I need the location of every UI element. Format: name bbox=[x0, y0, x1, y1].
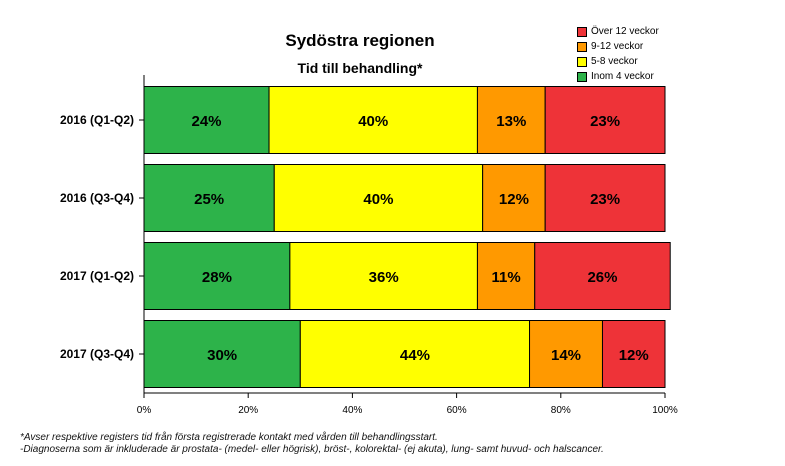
bar-segment bbox=[273, 164, 484, 232]
legend-label: Över 12 veckor bbox=[591, 26, 659, 37]
legend-label: 9-12 veckor bbox=[591, 41, 644, 52]
bar-segment bbox=[143, 320, 301, 388]
legend-item: 5-8 veckor bbox=[577, 54, 659, 69]
x-tick-label: 20% bbox=[238, 405, 258, 416]
data-label: 44% bbox=[400, 347, 430, 364]
bar-segment bbox=[476, 86, 546, 154]
chart-subtitle: Tid till behandling* bbox=[297, 60, 423, 76]
data-label: 36% bbox=[369, 269, 399, 286]
data-label: 40% bbox=[358, 113, 388, 130]
bar-segment bbox=[544, 86, 666, 154]
legend-item: Över 12 veckor bbox=[577, 24, 659, 39]
x-tick-label: 40% bbox=[342, 405, 362, 416]
bar-segment bbox=[289, 242, 478, 310]
bar-segment bbox=[482, 164, 546, 232]
legend-swatch bbox=[577, 56, 587, 67]
footnote: -Diagnoserna som är inkluderade är prost… bbox=[20, 444, 604, 455]
category-label: 2017 (Q1-Q2) bbox=[60, 269, 134, 283]
data-label: 40% bbox=[363, 191, 393, 208]
bar-segment bbox=[143, 164, 275, 232]
legend-item: 9-12 veckor bbox=[577, 39, 659, 54]
data-label: 30% bbox=[207, 347, 237, 364]
data-label: 12% bbox=[499, 191, 529, 208]
x-tick-label: 60% bbox=[447, 405, 467, 416]
footnote: *Avser respektive registers tid från för… bbox=[20, 432, 438, 443]
x-tick-label: 0% bbox=[137, 405, 152, 416]
category-label: 2016 (Q1-Q2) bbox=[60, 113, 134, 127]
data-label: 11% bbox=[491, 269, 520, 286]
x-tick-label: 80% bbox=[551, 405, 571, 416]
data-label: 23% bbox=[590, 191, 620, 208]
data-label: 13% bbox=[496, 113, 526, 130]
category-label: 2016 (Q3-Q4) bbox=[60, 191, 134, 205]
bar-segment bbox=[268, 86, 478, 154]
data-label: 26% bbox=[587, 269, 617, 286]
chart-title: Sydöstra regionen bbox=[285, 31, 435, 50]
legend-swatch bbox=[577, 71, 587, 82]
data-label: 14% bbox=[551, 347, 581, 364]
bar-segment bbox=[534, 242, 671, 310]
bar-segment bbox=[143, 86, 270, 154]
bar-segment bbox=[299, 320, 531, 388]
data-label: 24% bbox=[192, 113, 222, 130]
bar-segment bbox=[601, 320, 666, 388]
category-label: 2017 (Q3-Q4) bbox=[60, 347, 134, 361]
data-label: 23% bbox=[590, 113, 620, 130]
bar-segment bbox=[143, 242, 291, 310]
legend-item: Inom 4 veckor bbox=[577, 69, 659, 84]
legend-label: Inom 4 veckor bbox=[591, 71, 654, 82]
legend: Över 12 veckor 9-12 veckor 5-8 veckor In… bbox=[577, 24, 659, 84]
bar-segment bbox=[544, 164, 666, 232]
bar-segment bbox=[529, 320, 603, 388]
legend-swatch bbox=[577, 41, 587, 52]
data-label: 12% bbox=[619, 347, 649, 364]
x-tick-label: 100% bbox=[652, 405, 678, 416]
data-label: 25% bbox=[194, 191, 224, 208]
legend-label: 5-8 veckor bbox=[591, 56, 638, 67]
legend-swatch bbox=[577, 26, 587, 37]
data-label: 28% bbox=[202, 269, 232, 286]
